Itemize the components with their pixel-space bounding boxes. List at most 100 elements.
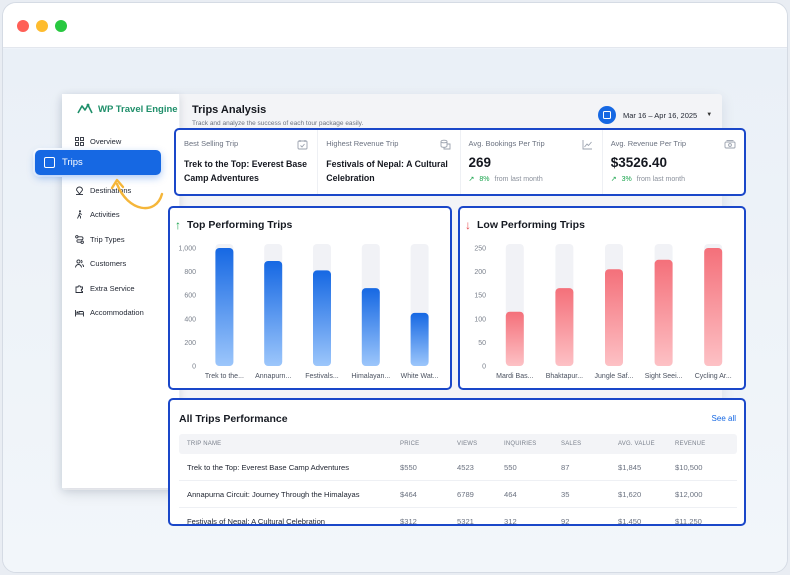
column-header-trip-name[interactable]: TRIP NAME <box>187 441 222 447</box>
sidebar-item-customers[interactable]: Customers <box>73 252 177 277</box>
bar <box>313 270 331 366</box>
y-tick-label: 400 <box>184 316 196 323</box>
bar <box>704 248 723 366</box>
x-tick-label: Himalayan... <box>351 373 390 380</box>
sidebar-item-label: Extra Service <box>90 283 135 293</box>
cell-price: $550 <box>400 462 417 472</box>
x-tick-label: Cycling Ar... <box>695 373 732 380</box>
cell-views: 4523 <box>457 462 474 472</box>
x-tick-label: Jungle Saf... <box>595 373 634 380</box>
page-subtitle: Track and analyze the success of each to… <box>192 120 364 127</box>
y-tick-label: 600 <box>184 293 196 300</box>
stat-highest-revenue[interactable]: Highest Revenue Trip Festivals of Nepal:… <box>318 130 461 194</box>
calendar-icon <box>598 106 616 124</box>
trend-icon <box>582 139 593 150</box>
sidebar-item-trips[interactable]: Trips <box>35 150 161 175</box>
bar <box>215 248 234 366</box>
coins-icon <box>440 139 451 150</box>
cell-revenue: $12,000 <box>675 489 703 499</box>
sidebar-item-extra-service[interactable]: Extra Service <box>73 276 177 301</box>
all-trips-table-card: All Trips Performance See all TRIP NAME … <box>168 398 746 526</box>
see-all-link[interactable]: See all <box>711 414 736 423</box>
y-tick-label: 150 <box>474 293 486 300</box>
route-icon <box>75 234 84 244</box>
top-chart-plot: 0 200 400 600 800 1,000 Trek to the... Annapurn… <box>178 244 439 380</box>
x-tick-label: Sight Seei... <box>645 373 683 380</box>
stat-avg-revenue[interactable]: Avg. Revenue Per Trip $3526.40 ↗ 3% from… <box>603 130 744 194</box>
table-row[interactable]: Annapurna Circuit: Journey Through the H… <box>179 481 737 508</box>
brand-name: WP Travel Engine <box>98 103 178 115</box>
x-tick-label: Mardi Bas... <box>496 373 533 380</box>
sidebar-item-label: Customers <box>90 259 127 269</box>
puzzle-icon <box>75 284 84 293</box>
maximize-window-button[interactable] <box>55 20 67 32</box>
column-header-inquiries[interactable]: INQUIRIES <box>504 441 537 447</box>
chevron-down-icon: ▼ <box>706 112 713 118</box>
logo-icon <box>77 103 93 114</box>
cell-trip-name: Trek to the Top: Everest Base Camp Adven… <box>187 462 350 472</box>
y-tick-label: 0 <box>482 364 486 371</box>
column-header-sales[interactable]: SALES <box>561 441 582 447</box>
stats-panel: Best Selling Trip Trek to the Top: Evere… <box>174 128 746 196</box>
date-range-picker[interactable]: Mar 16 – Apr 16, 2025 ▼ <box>598 106 712 124</box>
x-tick-label: Bhaktapur... <box>546 373 583 380</box>
cell-views: 5321 <box>457 516 474 526</box>
cash-icon <box>724 139 736 150</box>
table-header-row: TRIP NAME PRICE VIEWS INQUIRIES SALES AV… <box>179 434 737 454</box>
cell-trip-name: Festivals of Nepal: A Cultural Celebrati… <box>187 516 326 526</box>
cell-avg-value: $1,450 <box>618 516 642 526</box>
x-tick-label: Festivals... <box>305 373 339 380</box>
low-performing-chart: ↓ Low Performing Trips 0 50 100 150 200 250 Ma… <box>458 206 746 390</box>
bar <box>264 260 283 366</box>
column-header-revenue[interactable]: REVENUE <box>675 441 706 447</box>
sidebar-item-label: Accommodation <box>90 308 144 318</box>
bar <box>410 312 429 366</box>
cell-sales: 87 <box>561 462 570 472</box>
suitcase-icon <box>44 157 55 168</box>
browser-titlebar <box>3 3 787 48</box>
stat-label: Highest Revenue Trip <box>326 139 399 148</box>
brand-logo[interactable]: WP Travel Engine <box>76 102 178 116</box>
page-title: Trips Analysis <box>192 104 267 116</box>
x-tick-label: White Wat... <box>401 373 439 380</box>
column-header-price[interactable]: PRICE <box>400 441 420 447</box>
cell-inquiries: 464 <box>504 489 517 499</box>
top-performing-chart: ↑ Top Performing Trips 0 200 400 600 800 1,00… <box>168 206 452 390</box>
stat-value: $3526.40 <box>610 155 668 170</box>
stat-change-note: from last month <box>636 175 685 183</box>
low-chart-plot: 0 50 100 150 200 250 Mardi Bas... Bhaktapur... J… <box>474 244 732 380</box>
x-tick-label: Annapurn... <box>255 373 291 380</box>
sidebar-item-label: Overview <box>90 136 122 146</box>
y-tick-label: 200 <box>474 269 486 276</box>
close-window-button[interactable] <box>17 20 29 32</box>
cell-sales: 35 <box>561 489 570 499</box>
sidebar-item-accommodation[interactable]: Accommodation <box>73 301 177 326</box>
bar <box>505 311 524 366</box>
sidebar-item-destinations[interactable]: Destinations <box>73 178 177 203</box>
sidebar-item-overview[interactable]: Overview <box>73 129 177 154</box>
stat-value: 269 <box>468 155 492 170</box>
stat-title: Trek to the Top: Everest Base Camp Adven… <box>184 159 308 183</box>
arrow-down-icon: ↓ <box>465 218 471 232</box>
sidebar-item-label: Trip Types <box>90 234 125 244</box>
cell-trip-name: Annapurna Circuit: Journey Through the H… <box>187 489 360 499</box>
y-tick-label: 0 <box>192 364 196 371</box>
table-row[interactable]: Festivals of Nepal: A Cultural Celebrati… <box>179 508 737 526</box>
annotation-arrow-icon <box>110 178 164 210</box>
stat-change: ↗ 8% from last month <box>469 175 594 184</box>
sidebar-item-trip-types[interactable]: Trip Types <box>73 227 177 252</box>
column-header-avg-value[interactable]: AVG. VALUE <box>618 441 655 447</box>
cell-inquiries: 550 <box>504 462 517 472</box>
y-tick-label: 800 <box>184 269 196 276</box>
column-header-views[interactable]: VIEWS <box>457 441 478 447</box>
bar <box>605 269 623 366</box>
stat-avg-bookings[interactable]: Avg. Bookings Per Trip 269 ↗ 8% from las… <box>461 130 603 194</box>
stat-best-selling[interactable]: Best Selling Trip Trek to the Top: Evere… <box>176 130 319 194</box>
table-row[interactable]: Trek to the Top: Everest Base Camp Adven… <box>179 454 737 481</box>
sidebar-item-activities[interactable]: Activities <box>73 203 177 228</box>
sidebar-item-label: Activities <box>90 210 120 220</box>
cell-sales: 92 <box>561 516 570 526</box>
bar <box>555 288 574 366</box>
sidebar-item-label: Destinations <box>90 185 132 195</box>
minimize-window-button[interactable] <box>36 20 48 32</box>
